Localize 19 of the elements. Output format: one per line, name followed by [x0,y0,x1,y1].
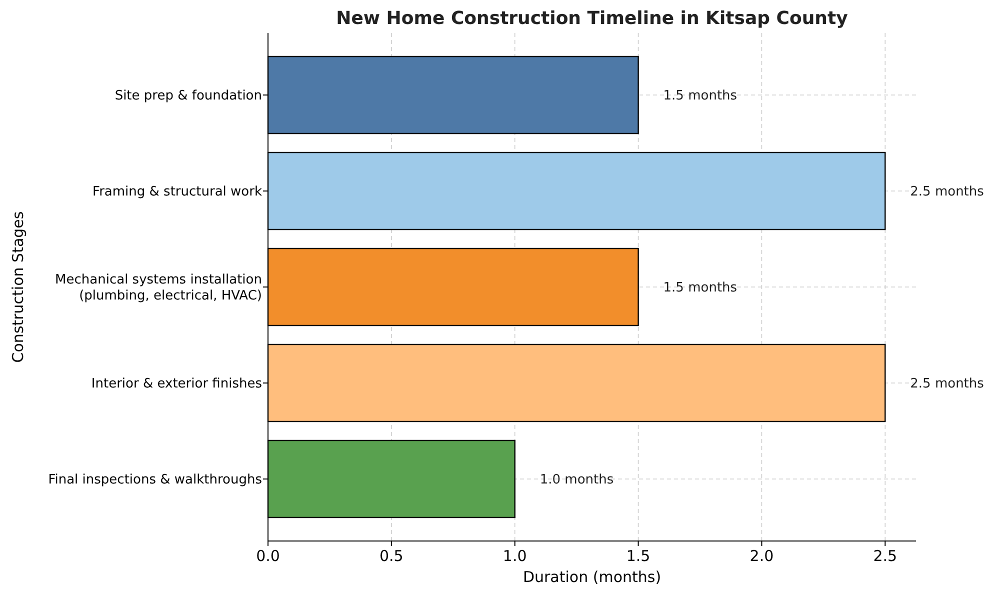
data-label: 1.0 months [540,472,614,488]
x-tick-label: 0.5 [380,547,404,565]
y-axis-title: Construction Stages [9,211,27,363]
x-axis-title: Duration (months) [522,568,662,586]
y-tick-label: Final inspections & walkthroughs [48,472,262,488]
x-tick-label: 0.0 [256,547,280,565]
y-tick-label: Site prep & foundation [114,88,262,104]
y-tick-label: Framing & structural work [92,184,262,200]
data-label: 2.5 months [910,376,984,392]
data-label: 1.5 months [663,280,738,296]
x-tick-label: 1.0 [502,547,527,565]
x-tick-label: 1.5 [626,547,650,565]
y-tick-label: Interior & exterior finishes [91,376,262,392]
data-label: 1.5 months [663,88,738,104]
data-label: 2.5 months [910,184,984,200]
x-tick-label: 2.0 [750,547,774,565]
chart-title: New Home Construction Timeline in Kitsap County [336,8,848,29]
x-tick-label: 2.5 [873,547,898,565]
y-tick-label: Mechanical systems installation (plumbing, electrical, HVAC) [55,272,262,304]
